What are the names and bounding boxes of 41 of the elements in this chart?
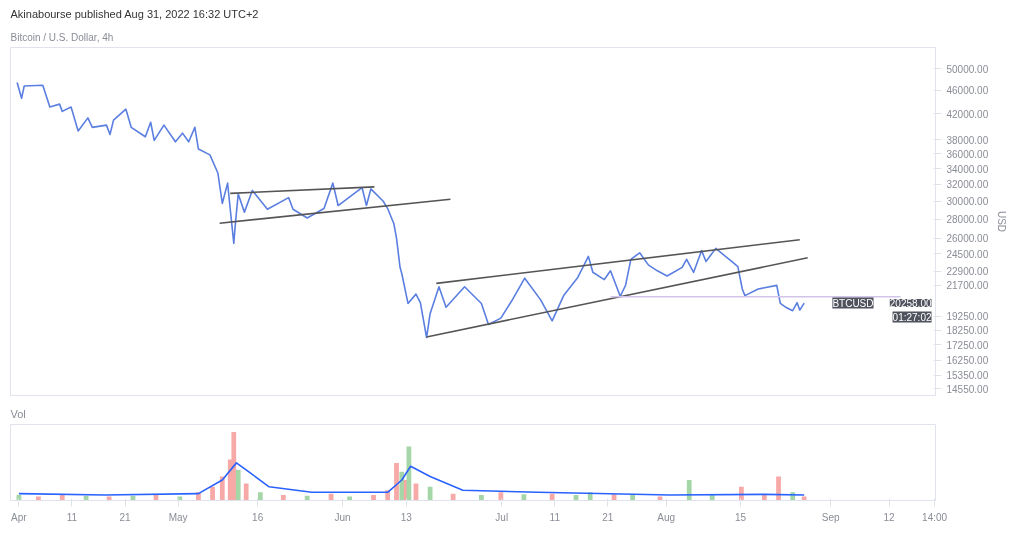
chart-title: Vol [10, 407, 26, 420]
y-tick-label: 36000.00 [946, 148, 989, 160]
y-tick-label: 30000.00 [946, 196, 989, 208]
x-tick-label: Jun [334, 511, 351, 523]
y-tick-label: 24500.00 [946, 248, 989, 260]
y-tick-label: 14550.00 [946, 384, 989, 395]
chart-subtitle: Bitcoin / U.S. Dollar, 4h [10, 31, 114, 43]
x-tick-label: 14:00 [922, 511, 948, 523]
x-tick-label: Aug [657, 511, 676, 523]
x-tick-label: Apr [11, 511, 28, 523]
x-tick-label: 21 [119, 511, 132, 523]
y-tick-label: 42000.00 [946, 108, 989, 120]
y-tick-label: 26000.00 [946, 233, 989, 245]
x-tick-label: 11 [549, 511, 561, 523]
x-tick-label: 16 [252, 511, 264, 523]
y-tick-label: 21700.00 [946, 280, 989, 292]
x-tick-label: May [168, 511, 188, 523]
y-tick-label: 22900.00 [946, 266, 989, 278]
y-axis-title: USD [996, 210, 1008, 233]
y-tick-label: 34000.00 [946, 163, 989, 175]
annotation: 20258.00 [889, 298, 932, 310]
y-tick-label: 18250.00 [946, 325, 989, 337]
x-tick-label: Jul [495, 511, 509, 523]
x-tick-label: Sep [821, 511, 841, 523]
x-tick-label: 11 [66, 511, 78, 523]
y-tick-label: 19250.00 [946, 311, 989, 323]
y-tick-label: 38000.00 [946, 134, 989, 146]
y-tick-label: 16250.00 [946, 355, 989, 367]
y-tick-label: 17250.00 [946, 339, 989, 351]
annotation: BTCUSD [832, 297, 874, 309]
x-tick-label: 12 [883, 511, 896, 523]
x-tick-label: 21 [602, 511, 614, 523]
y-tick-label: 32000.00 [946, 179, 989, 191]
annotation: 01:27:02 [892, 311, 932, 323]
y-tick-label: 46000.00 [946, 85, 989, 97]
y-tick-label: 28000.00 [946, 214, 989, 226]
chart-title: Akinabourse published Aug 31, 2022 16:32 UTC+2 [10, 7, 259, 20]
x-tick-label: 13 [400, 511, 413, 523]
y-tick-label: 15350.00 [946, 370, 989, 382]
y-tick-label: 50000.00 [946, 63, 989, 75]
x-tick-label: 15 [734, 511, 747, 523]
